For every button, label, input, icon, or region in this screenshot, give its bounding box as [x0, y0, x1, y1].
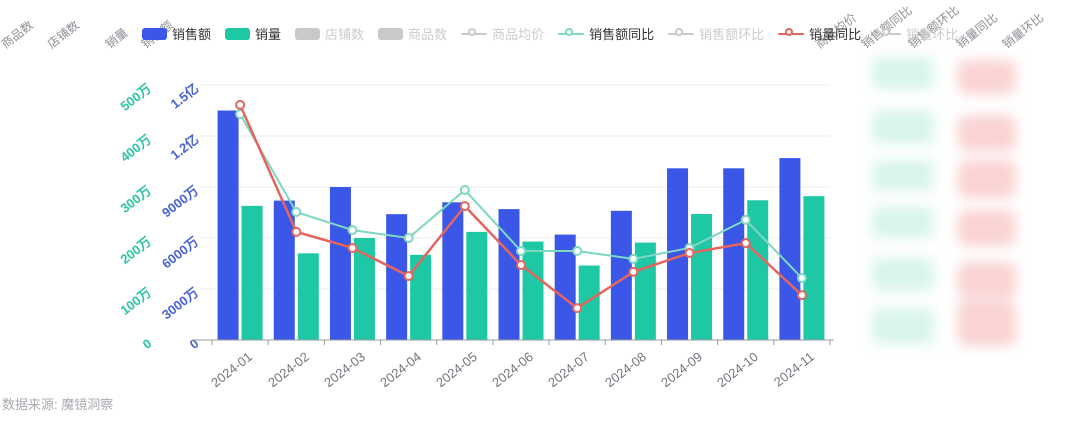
legend-label: 销售额同比 [589, 27, 655, 42]
bar-volume [241, 205, 263, 340]
bar-sales [667, 168, 689, 340]
bar-volume [747, 200, 769, 340]
redacted-value-销售额同比 [872, 207, 934, 238]
legend-marker-bar [225, 27, 251, 40]
legend-item-销售额同比[interactable]: 销售额同比 [558, 24, 654, 43]
marker-销量同比 [291, 226, 302, 237]
legend-label: 店铺数 [325, 27, 365, 42]
marker-销售额同比 [403, 233, 414, 243]
marker-销售额同比 [347, 225, 358, 236]
marker-销量同比 [459, 201, 470, 212]
bar-volume [803, 196, 825, 340]
marker-销售额同比 [516, 246, 526, 257]
data-source-note: 数据来源: 魔镜洞察 [2, 397, 114, 412]
legend-marker-line [461, 27, 488, 40]
redacted-value-销售额同比 [872, 160, 934, 191]
bar-sales [610, 210, 632, 340]
legend-marker-line [558, 27, 585, 40]
marker-销量同比 [684, 248, 695, 259]
marker-销售额同比 [796, 273, 807, 284]
marker-销量同比 [796, 290, 807, 301]
bar-volume [297, 253, 319, 340]
legend-item-商品数[interactable]: 商品数 [378, 24, 447, 43]
legend-label: 销量同比 [809, 27, 862, 42]
marker-销售额同比 [740, 214, 751, 225]
legend-label: 销售额 [172, 27, 212, 42]
legend-label: 商品均价 [492, 27, 545, 42]
bar-sales [273, 200, 295, 340]
redacted-value-销量同比 [958, 160, 1016, 198]
line-销量同比 [238, 104, 803, 310]
bar-sales [386, 214, 408, 340]
legend-item-商品均价[interactable]: 商品均价 [461, 24, 544, 43]
legend-marker-line [875, 27, 902, 40]
bar-sales [329, 187, 351, 340]
legend-item-店铺数[interactable]: 店铺数 [295, 24, 364, 43]
marker-销售额同比 [628, 253, 639, 264]
redacted-value-销售额同比 [872, 258, 934, 291]
bar-volume [522, 241, 544, 340]
legend-item-销量[interactable]: 销量 [225, 24, 281, 43]
redacted-value-销量同比 [958, 210, 1016, 246]
redacted-value-销量同比 [958, 300, 1016, 346]
redacted-value-销量同比 [958, 115, 1016, 151]
marker-销售额同比 [291, 206, 302, 217]
legend-marker-bar [378, 27, 404, 40]
legend-marker-bar [142, 27, 167, 40]
legend-label: 销量环比 [906, 27, 959, 42]
redacted-value-销售额同比 [872, 57, 934, 89]
marker-销量同比 [572, 303, 583, 314]
chart-legend: 销售额 销量 店铺数 商品数 商品均价 销售额同比 销售额环比 销量同比 销量环比 [142, 24, 958, 43]
legend-label: 销量 [255, 27, 282, 42]
legend-marker-line [778, 27, 805, 40]
bar-volume [578, 265, 600, 340]
marker-销量同比 [516, 260, 526, 271]
marker-销量同比 [403, 270, 414, 281]
bar-volume [466, 231, 488, 340]
marker-销量同比 [235, 99, 246, 110]
redacted-value-销量同比 [958, 262, 1016, 298]
legend-label: 销售额环比 [699, 27, 765, 42]
redacted-value-销售额同比 [872, 308, 934, 344]
bar-volume [691, 214, 713, 340]
legend-marker-bar [295, 27, 321, 40]
legend-label: 商品数 [408, 27, 448, 42]
bar-volume [410, 254, 432, 340]
marker-销售额同比 [459, 185, 470, 196]
marker-销量同比 [628, 266, 639, 277]
bar-sales [498, 209, 520, 340]
bar-sales [723, 168, 745, 340]
bar-sales [442, 202, 464, 340]
marker-销售额同比 [572, 246, 583, 257]
bar-volume [353, 238, 375, 340]
legend-marker-line [668, 27, 695, 40]
marker-销量同比 [740, 238, 751, 249]
legend-item-销量同比[interactable]: 销量同比 [778, 24, 861, 43]
legend-item-销量环比[interactable]: 销量环比 [875, 24, 958, 43]
legend-item-销售额环比[interactable]: 销售额环比 [668, 24, 764, 43]
redacted-value-销售额同比 [872, 110, 934, 144]
legend-item-销售额[interactable]: 销售额 [142, 24, 211, 43]
bar-sales [779, 158, 801, 340]
bar-sales [554, 234, 576, 340]
bar-sales [217, 110, 239, 340]
marker-销量同比 [347, 242, 358, 253]
redacted-value-销量同比 [958, 60, 1016, 94]
